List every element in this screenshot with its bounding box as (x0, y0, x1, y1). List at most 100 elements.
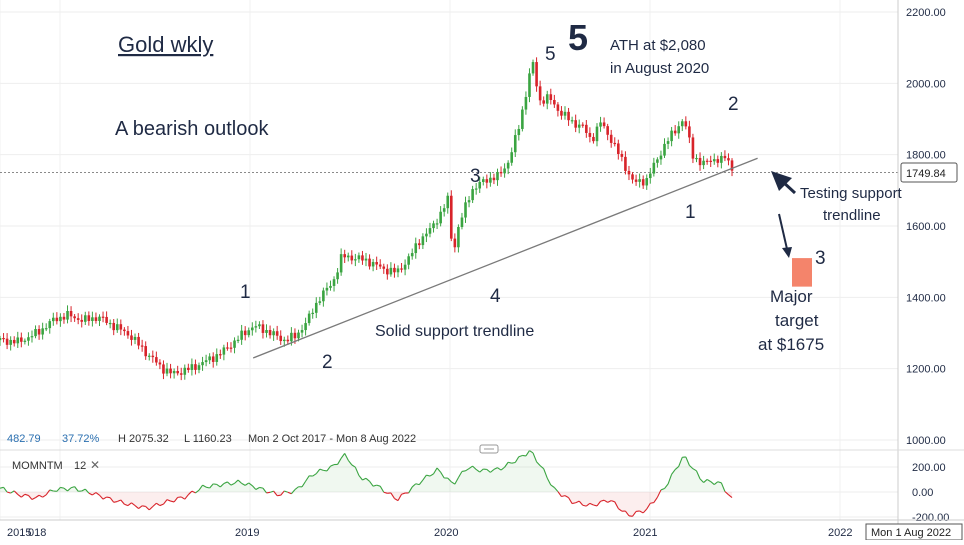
momentum-close-icon[interactable]: ✕ (90, 458, 100, 472)
candle-body (663, 144, 666, 156)
candle-body (88, 315, 91, 321)
wave-2-label: 2 (322, 352, 333, 373)
info-value1: 482.79 (7, 433, 41, 445)
candle-body (269, 330, 272, 335)
candle-body (599, 122, 602, 126)
ath-note-line1: ATH at $2,080 (610, 37, 706, 54)
candle-body (240, 331, 243, 340)
testing-support-note-line2: trendline (823, 207, 881, 224)
momentum-line-segment (512, 462, 516, 463)
candle-body (176, 371, 179, 373)
candle-body (617, 143, 620, 154)
candle-body (393, 268, 396, 272)
candle-body (283, 340, 286, 341)
momentum-fill (323, 470, 327, 492)
momentum-fill (508, 462, 512, 492)
candle-body (48, 321, 51, 328)
candle-body (276, 331, 279, 336)
time-tick-label: 2020 (434, 527, 458, 539)
candle-body (457, 227, 460, 247)
candle-body (340, 254, 343, 272)
candle-body (443, 208, 446, 212)
candle-body (95, 317, 98, 321)
candle-body (656, 159, 659, 162)
candle-body (503, 168, 506, 173)
candle-body (31, 336, 34, 337)
momentum-line-segment (114, 502, 118, 503)
candle-body (212, 356, 215, 362)
candle-body (120, 324, 123, 329)
major-target-note-line1: Major (770, 287, 813, 306)
momentum-fill (462, 471, 466, 492)
candle-body (496, 172, 499, 180)
candle-body (560, 111, 563, 116)
testing-support-note-line1: Testing support (800, 185, 903, 202)
candle-body (265, 330, 268, 333)
major-target-box (792, 258, 812, 287)
momentum-fill (501, 467, 505, 492)
candle-body (557, 104, 560, 110)
candle-body (706, 161, 709, 162)
candle-body (471, 189, 474, 200)
last-price-tag: 1749.84 (901, 163, 957, 182)
candle-body (407, 256, 410, 264)
candle-body (187, 368, 190, 370)
candle-body (215, 354, 218, 362)
momentum-fill (497, 468, 501, 492)
candle-body (674, 131, 677, 134)
momentum-tick-label: 0.00 (912, 487, 933, 499)
candle-body (130, 335, 133, 339)
candle-body (201, 362, 204, 365)
panel-splitter[interactable] (480, 445, 498, 453)
momentum-fill (540, 466, 544, 492)
candle-body (123, 330, 126, 331)
candle-body (198, 365, 201, 370)
candle-body (66, 311, 69, 320)
time-tick-label: 2019 (235, 527, 259, 539)
candle-body (606, 126, 609, 135)
momentum-fill (483, 469, 487, 492)
momentum-line-segment (213, 484, 217, 485)
momentum-fill (529, 451, 533, 492)
candle-body (603, 122, 606, 126)
candle-body (717, 159, 720, 163)
candle-body (41, 328, 44, 334)
momentum-fill (522, 455, 526, 492)
candle-body (77, 318, 80, 320)
candle-body (166, 369, 169, 374)
candle-body (109, 323, 112, 324)
candle-body (0, 338, 1, 340)
candle-body (432, 223, 435, 228)
wave-5-big-label: 5 (568, 17, 588, 58)
candles (0, 57, 733, 380)
candle-body (628, 171, 631, 174)
candle-body (91, 317, 94, 321)
momentum-fill (430, 474, 434, 492)
candle-body (567, 112, 570, 120)
candle-body (660, 156, 663, 160)
momentum-fill (114, 492, 118, 502)
momentum-fill (650, 492, 654, 503)
candle-body (144, 346, 147, 356)
candle-body (294, 333, 297, 338)
candle-body (382, 267, 385, 269)
candle-body (549, 94, 552, 100)
candle-body (539, 86, 542, 100)
candle-body (45, 328, 48, 329)
candle-body (127, 331, 130, 335)
momentum-fill (213, 484, 217, 492)
candle-body (297, 333, 300, 339)
candle-body (542, 100, 545, 103)
candle-body (574, 120, 577, 128)
candle-body (336, 272, 339, 279)
candle-body (230, 348, 233, 349)
candle-body (613, 143, 616, 144)
candle-body (258, 324, 261, 326)
candle-body (20, 337, 23, 341)
candle-body (368, 259, 371, 267)
candle-body (112, 323, 115, 330)
candle-body (84, 315, 87, 322)
candle-body (38, 329, 41, 335)
candle-body (692, 137, 695, 158)
